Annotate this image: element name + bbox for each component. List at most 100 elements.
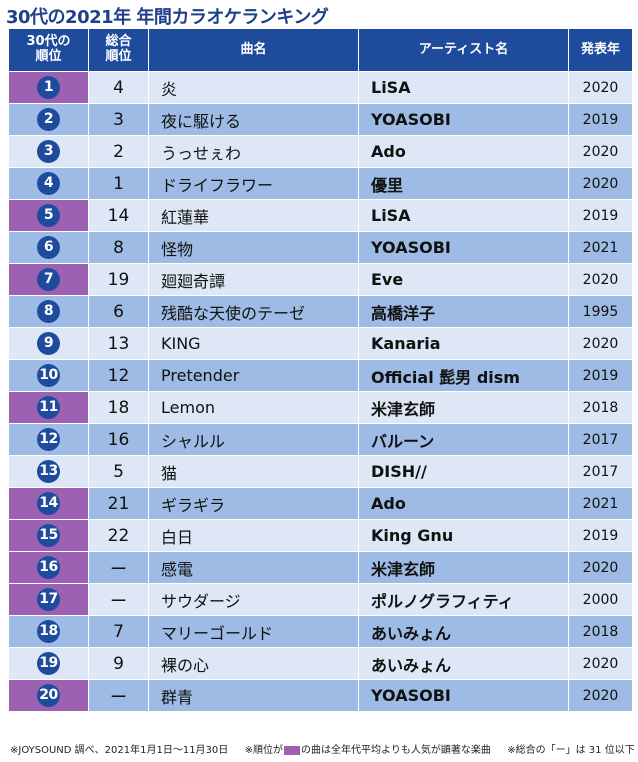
artist-name-cell: 優里 bbox=[358, 167, 569, 200]
highlight-swatch bbox=[284, 745, 301, 755]
song-title-cell: ギラギラ bbox=[148, 487, 359, 520]
overall-rank-cell: 16 bbox=[88, 423, 149, 456]
header-overall: 総合 順位 bbox=[88, 28, 149, 72]
table-row: 13 5 猫 DISH//2017 bbox=[8, 455, 633, 488]
release-year-cell: 2020 bbox=[568, 551, 633, 584]
song-title-cell: 群青 bbox=[148, 679, 359, 712]
table-row: 6 8 怪物 YOASOBI 2021 bbox=[8, 231, 633, 264]
artist-name-cell: YOASOBI bbox=[358, 103, 569, 136]
rank-badge: 19 bbox=[37, 652, 60, 675]
rank-cell: 18 bbox=[8, 615, 89, 648]
song-title-cell: 裸の心 bbox=[148, 647, 359, 680]
rank-cell: 11 bbox=[8, 391, 89, 424]
ranking-table: 30代の 順位 総合 順位 曲名 アーティスト名 発表年 1 4 炎 LiSA 2020… bbox=[8, 28, 633, 712]
release-year-cell: 2020 bbox=[568, 647, 633, 680]
artist-name-cell: バルーン bbox=[358, 423, 569, 456]
rank-cell: 5 bbox=[8, 199, 89, 232]
artist-name-cell: LiSA bbox=[358, 71, 569, 104]
release-year-cell: 2020 bbox=[568, 679, 633, 712]
rank-badge: 11 bbox=[37, 396, 60, 419]
release-year-cell: 2021 bbox=[568, 231, 633, 264]
release-year-cell: 1995 bbox=[568, 295, 633, 328]
table-row: 17 ーサウダージ ポルノグラフィティ 2000 bbox=[8, 583, 633, 616]
table-row: 11 18 Lemon 米津玄師 2018 bbox=[8, 391, 633, 424]
rank-cell: 16 bbox=[8, 551, 89, 584]
table-row: 14 21 ギラギラ Ado 2021 bbox=[8, 487, 633, 520]
header-overall-line1: 総合 bbox=[105, 34, 132, 50]
artist-name-cell: Eve bbox=[358, 263, 569, 296]
overall-rank-cell: 21 bbox=[88, 487, 149, 520]
rank-badge: 16 bbox=[37, 556, 60, 579]
rank-badge: 1 bbox=[37, 76, 60, 99]
release-year-cell: 2019 bbox=[568, 519, 633, 552]
table-row: 7 19 廻廻奇譚 Eve 2020 bbox=[8, 263, 633, 296]
artist-name-cell: YOASOBI bbox=[358, 231, 569, 264]
release-year-cell: 2000 bbox=[568, 583, 633, 616]
rank-cell: 17 bbox=[8, 583, 89, 616]
rank-badge: 7 bbox=[37, 268, 60, 291]
rank-cell: 4 bbox=[8, 167, 89, 200]
release-year-cell: 2021 bbox=[568, 487, 633, 520]
rank-badge: 14 bbox=[37, 492, 60, 515]
artist-name-cell: Kanaria bbox=[358, 327, 569, 360]
overall-rank-cell: 4 bbox=[88, 71, 149, 104]
rank-badge: 20 bbox=[37, 684, 60, 707]
table-row: 20 ー群青 YOASOBI 2020 bbox=[8, 679, 633, 712]
release-year-cell: 2017 bbox=[568, 455, 633, 488]
rank-badge: 6 bbox=[37, 236, 60, 259]
song-title-cell: Lemon bbox=[148, 391, 359, 424]
release-year-cell: 2020 bbox=[568, 135, 633, 168]
rank-cell: 10 bbox=[8, 359, 89, 392]
overall-rank-cell: ー bbox=[88, 583, 149, 616]
release-year-cell: 2019 bbox=[568, 103, 633, 136]
rank-cell: 7 bbox=[8, 263, 89, 296]
artist-name-cell: YOASOBI bbox=[358, 679, 569, 712]
rank-badge: 12 bbox=[37, 428, 60, 451]
overall-rank-cell: 6 bbox=[88, 295, 149, 328]
song-title-cell: 紅蓮華 bbox=[148, 199, 359, 232]
rank-cell: 9 bbox=[8, 327, 89, 360]
release-year-cell: 2020 bbox=[568, 167, 633, 200]
table-row: 3 2 うっせぇわ Ado 2020 bbox=[8, 135, 633, 168]
rank-badge: 13 bbox=[37, 460, 60, 483]
song-title-cell: 感電 bbox=[148, 551, 359, 584]
header-year: 発表年 bbox=[568, 28, 633, 72]
overall-rank-cell: ー bbox=[88, 679, 149, 712]
rank-badge: 2 bbox=[37, 108, 60, 131]
rank-cell: 6 bbox=[8, 231, 89, 264]
artist-name-cell: Official 髭男 dism bbox=[358, 359, 569, 392]
rank-cell: 19 bbox=[8, 647, 89, 680]
rank-badge: 10 bbox=[37, 364, 60, 387]
release-year-cell: 2020 bbox=[568, 263, 633, 296]
header-overall-line2: 順位 bbox=[105, 49, 132, 64]
song-title-cell: 夜に駆ける bbox=[148, 103, 359, 136]
footnote-highlight-after: の曲は全年代平均よりも人気が顕著な楽曲 bbox=[301, 745, 491, 756]
header-rank: 30代の 順位 bbox=[8, 28, 89, 72]
artist-name-cell: Ado bbox=[358, 487, 569, 520]
song-title-cell: 残酷な天使のテーゼ bbox=[148, 295, 359, 328]
footnote: ※JOYSOUND 調べ、2021年1月1日～11月30日 ※順位が の曲は全年代… bbox=[10, 742, 635, 760]
rank-cell: 3 bbox=[8, 135, 89, 168]
table-row: 9 13 KING Kanaria 2020 bbox=[8, 327, 633, 360]
rank-badge: 17 bbox=[37, 588, 60, 611]
overall-rank-cell: 1 bbox=[88, 167, 149, 200]
release-year-cell: 2020 bbox=[568, 71, 633, 104]
overall-rank-cell: 13 bbox=[88, 327, 149, 360]
release-year-cell: 2019 bbox=[568, 199, 633, 232]
release-year-cell: 2020 bbox=[568, 327, 633, 360]
artist-name-cell: DISH// bbox=[358, 455, 569, 488]
rank-badge: 15 bbox=[37, 524, 60, 547]
header-rank-line1: 30代の bbox=[26, 34, 71, 50]
rank-badge: 3 bbox=[37, 140, 60, 163]
rank-cell: 12 bbox=[8, 423, 89, 456]
table-row: 4 1 ドライフラワー 優里 2020 bbox=[8, 167, 633, 200]
rank-cell: 2 bbox=[8, 103, 89, 136]
song-title-cell: 炎 bbox=[148, 71, 359, 104]
song-title-cell: KING bbox=[148, 327, 359, 360]
overall-rank-cell: 14 bbox=[88, 199, 149, 232]
footnote-dash-note: ※総合の「ー」は 31 位以下 bbox=[507, 745, 635, 756]
ranking-rows: 1 4 炎 LiSA 2020 2 3 夜に駆ける YOASOBI 2019 3 2 うっせぇわ Ado 2… bbox=[8, 71, 633, 712]
footnote-highlight-before: ※順位が bbox=[244, 745, 284, 756]
overall-rank-cell: 7 bbox=[88, 615, 149, 648]
